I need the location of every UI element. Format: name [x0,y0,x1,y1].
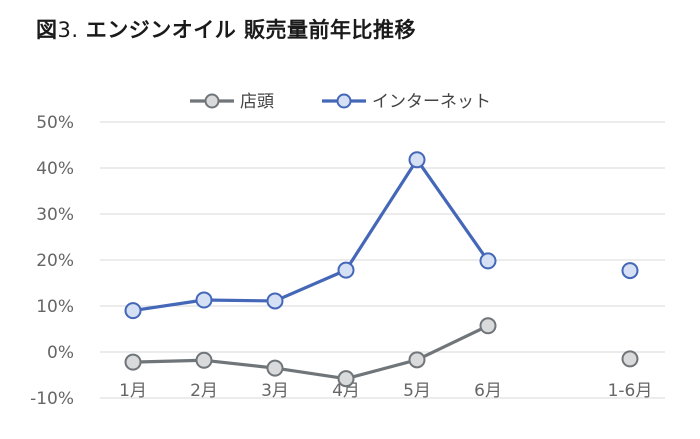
legend: 店頭 インターネット [190,92,491,112]
y-tick-label: 20% [36,251,74,271]
data-point [266,359,284,377]
y-tick-label: 30% [36,205,74,225]
data-point [408,351,426,369]
series-line-2 [132,158,490,313]
title-number: 3. [57,18,86,42]
x-tick-label: 1-6月 [608,381,653,401]
x-tick-label: 4月 [332,381,360,401]
data-point [337,370,355,388]
data-point [621,350,639,368]
legend-marker [204,93,220,109]
data-point [337,261,355,279]
legend-label: インターネット [372,92,491,112]
data-point [479,317,497,335]
data-point [195,351,213,369]
x-tick-label: 1月 [119,381,147,401]
y-tick-label: 40% [36,159,74,179]
x-tick-label: 2月 [190,381,218,401]
chart-title: 図3. エンジンオイル 販売量前年比推移 [36,14,416,44]
series-layer [124,151,639,388]
data-point [124,302,142,320]
data-point [621,262,639,280]
y-axis-ticks: -10% 0% 10% 20% 30% 40% 50% [30,113,74,409]
y-tick-label: 50% [36,113,74,133]
data-point [479,252,497,270]
x-tick-label: 3月 [261,381,289,401]
legend-label: 店頭 [240,92,274,112]
x-axis-ticks: 1月 2月 3月 4月 5月 6月 1-6月 [119,381,652,401]
y-tick-label: -10% [30,389,74,409]
data-point [408,151,426,169]
data-point [124,353,142,371]
title-prefix: 図 [36,18,58,42]
y-tick-label: 0% [47,343,74,363]
gridlines [100,121,665,399]
series-line-1 [132,324,489,381]
data-point [195,291,213,309]
data-point [266,292,284,310]
x-tick-label: 5月 [403,381,431,401]
x-tick-label: 6月 [474,381,502,401]
title-text: エンジンオイル 販売量前年比推移 [85,18,417,42]
y-tick-label: 10% [36,297,74,317]
legend-marker [336,93,352,109]
